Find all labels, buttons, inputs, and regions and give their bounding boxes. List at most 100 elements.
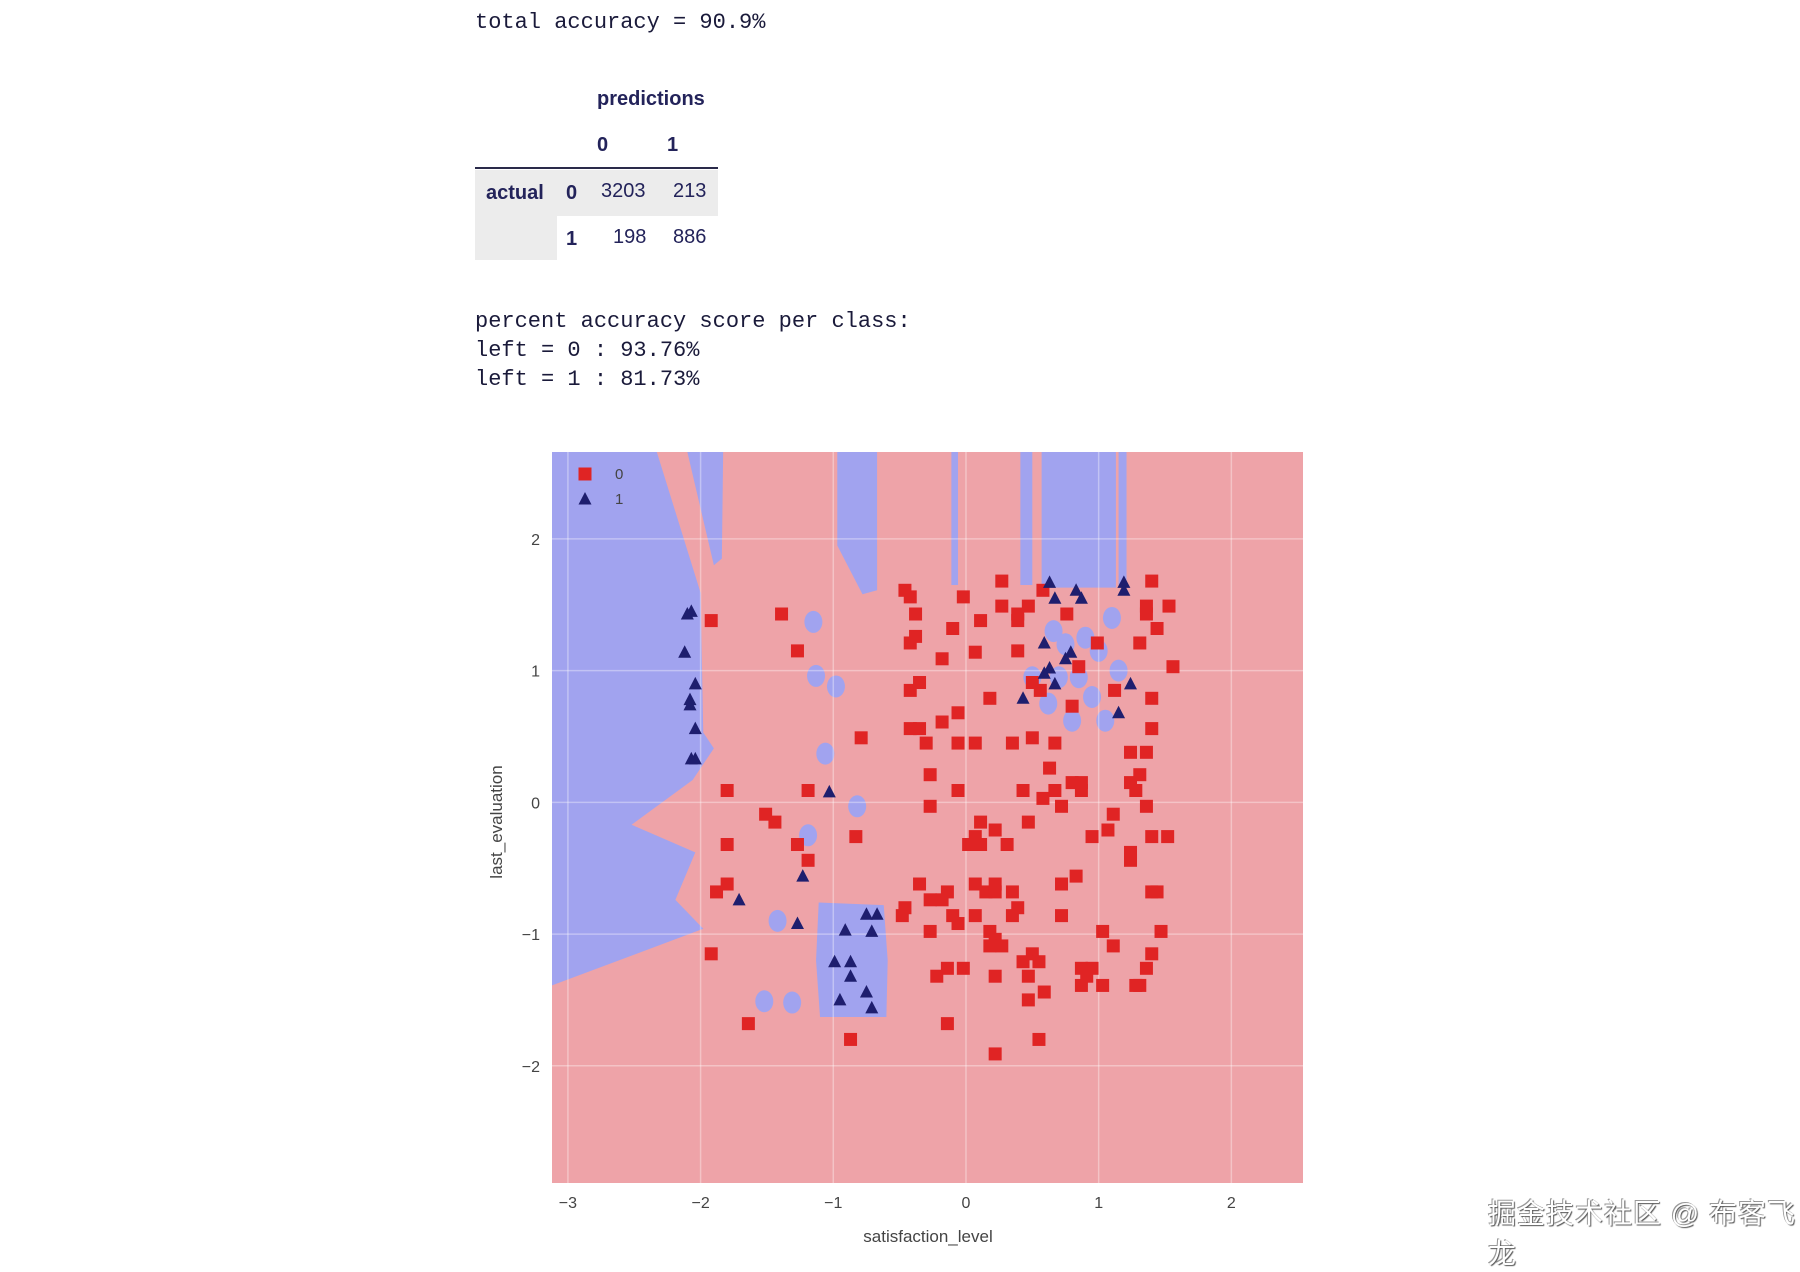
- class-0-point: [1145, 691, 1159, 705]
- x-tick-label: 0: [962, 1195, 971, 1212]
- class-0-point: [1060, 607, 1074, 621]
- legend-marker-1: [578, 492, 592, 505]
- class-0-point: [983, 939, 997, 953]
- class-0-point: [940, 961, 954, 975]
- class-1-point: [865, 924, 879, 937]
- class-1-region: [1118, 452, 1127, 586]
- class-0-point: [1011, 644, 1025, 658]
- class-0-point: [1043, 761, 1057, 775]
- class-1-point: [1112, 705, 1126, 719]
- class-1-point: [859, 985, 873, 998]
- class-0-point: [903, 636, 917, 650]
- x-tick-label: 1: [1094, 1195, 1103, 1212]
- class-1-blob: [755, 990, 774, 1013]
- class-0-point: [1162, 599, 1176, 613]
- class-0-point: [951, 917, 965, 931]
- class-1-point: [859, 907, 873, 920]
- class-0-point: [1096, 978, 1110, 992]
- class-0-point: [1021, 599, 1035, 613]
- class-0-point: [1005, 736, 1019, 750]
- class-0-point: [988, 823, 1002, 837]
- class-0-point: [1101, 823, 1115, 837]
- class-0-point: [1085, 830, 1099, 844]
- class-0-point: [1036, 791, 1050, 805]
- class-0-point: [1096, 924, 1110, 938]
- watermark: 掘金技术社区 @ 布客飞龙: [1488, 1198, 1796, 1269]
- class-0-point: [704, 947, 718, 961]
- per-class-title: percent accuracy score per class:: [475, 309, 911, 334]
- class-0-point: [1106, 939, 1120, 953]
- class-0-point: [974, 614, 988, 628]
- class-1-point: [680, 607, 694, 620]
- class-0-point: [968, 645, 982, 659]
- class-1-point: [1058, 651, 1072, 665]
- class-0-point: [940, 1017, 954, 1031]
- class-0-point: [1145, 947, 1159, 961]
- legend-label-1: 1: [615, 491, 623, 508]
- class-0-point: [1021, 969, 1035, 983]
- cell-0-0: 3203: [601, 180, 646, 202]
- class-1-blob: [804, 610, 823, 633]
- class-0-point: [1129, 783, 1143, 797]
- class-1-region: [951, 452, 959, 586]
- class-0-point: [956, 590, 970, 604]
- class-1-point: [828, 954, 842, 968]
- class-0-point: [1161, 830, 1175, 844]
- class-0-point: [995, 599, 1009, 613]
- class-0-point: [988, 1047, 1002, 1061]
- class-0-point: [898, 901, 912, 915]
- class-0-point: [1048, 736, 1062, 750]
- class-1-point: [1117, 583, 1131, 596]
- header-rule: [475, 167, 718, 169]
- class-0-point: [1150, 621, 1164, 635]
- class-1-point: [1037, 666, 1051, 679]
- class-0-point: [1000, 838, 1014, 852]
- class-0-point: [1145, 722, 1159, 736]
- class-0-point: [1055, 877, 1069, 891]
- class-1-blob: [768, 909, 787, 932]
- class-0-point: [1108, 683, 1122, 697]
- class-1-point: [1124, 676, 1138, 690]
- class-0-point: [1032, 955, 1046, 969]
- y-axis-label: last_evaluation: [487, 765, 506, 878]
- class-1-blob: [848, 795, 867, 818]
- class-1-point: [1074, 591, 1088, 604]
- x-tick-label: −1: [824, 1195, 842, 1212]
- actual-label: actual: [486, 182, 544, 204]
- class-0-point: [1074, 978, 1088, 992]
- class-1-point: [688, 676, 702, 690]
- class-1-point: [833, 992, 847, 1006]
- class-0-point: [1005, 885, 1019, 899]
- y-tick-label: 0: [531, 795, 540, 812]
- x-tick-label: −3: [559, 1195, 577, 1212]
- class-0-point: [935, 652, 949, 666]
- matrix-row-shade: [475, 170, 718, 216]
- legend-label-0: 0: [615, 466, 623, 483]
- class-1-point: [844, 954, 858, 968]
- matrix-label-shade: [475, 216, 557, 260]
- y-tick-label: −1: [522, 927, 540, 944]
- class-0-point: [956, 961, 970, 975]
- class-0-point: [995, 574, 1009, 588]
- class-0-point: [923, 893, 937, 907]
- y-tick-label: 1: [531, 664, 540, 681]
- class-0-point: [1139, 607, 1153, 621]
- class-0-point: [768, 815, 782, 829]
- class-1-blob: [783, 991, 802, 1014]
- class-0-point: [988, 969, 1002, 983]
- class-0-point: [1072, 660, 1086, 674]
- class-0-point: [988, 885, 1002, 899]
- class-0-point: [968, 877, 982, 891]
- class-0-point: [1032, 1032, 1046, 1046]
- class-0-point: [1021, 993, 1035, 1007]
- total-accuracy-text: total accuracy = 90.9%: [475, 10, 766, 35]
- class-0-point: [903, 590, 917, 604]
- class-1-blob: [1044, 620, 1063, 643]
- class-0-point: [951, 706, 965, 720]
- class-1-point: [678, 645, 692, 658]
- class-0-point: [923, 768, 937, 782]
- class-0-point: [1033, 683, 1047, 697]
- cell-1-0: 198: [613, 226, 647, 248]
- legend-marker-0: [578, 467, 592, 481]
